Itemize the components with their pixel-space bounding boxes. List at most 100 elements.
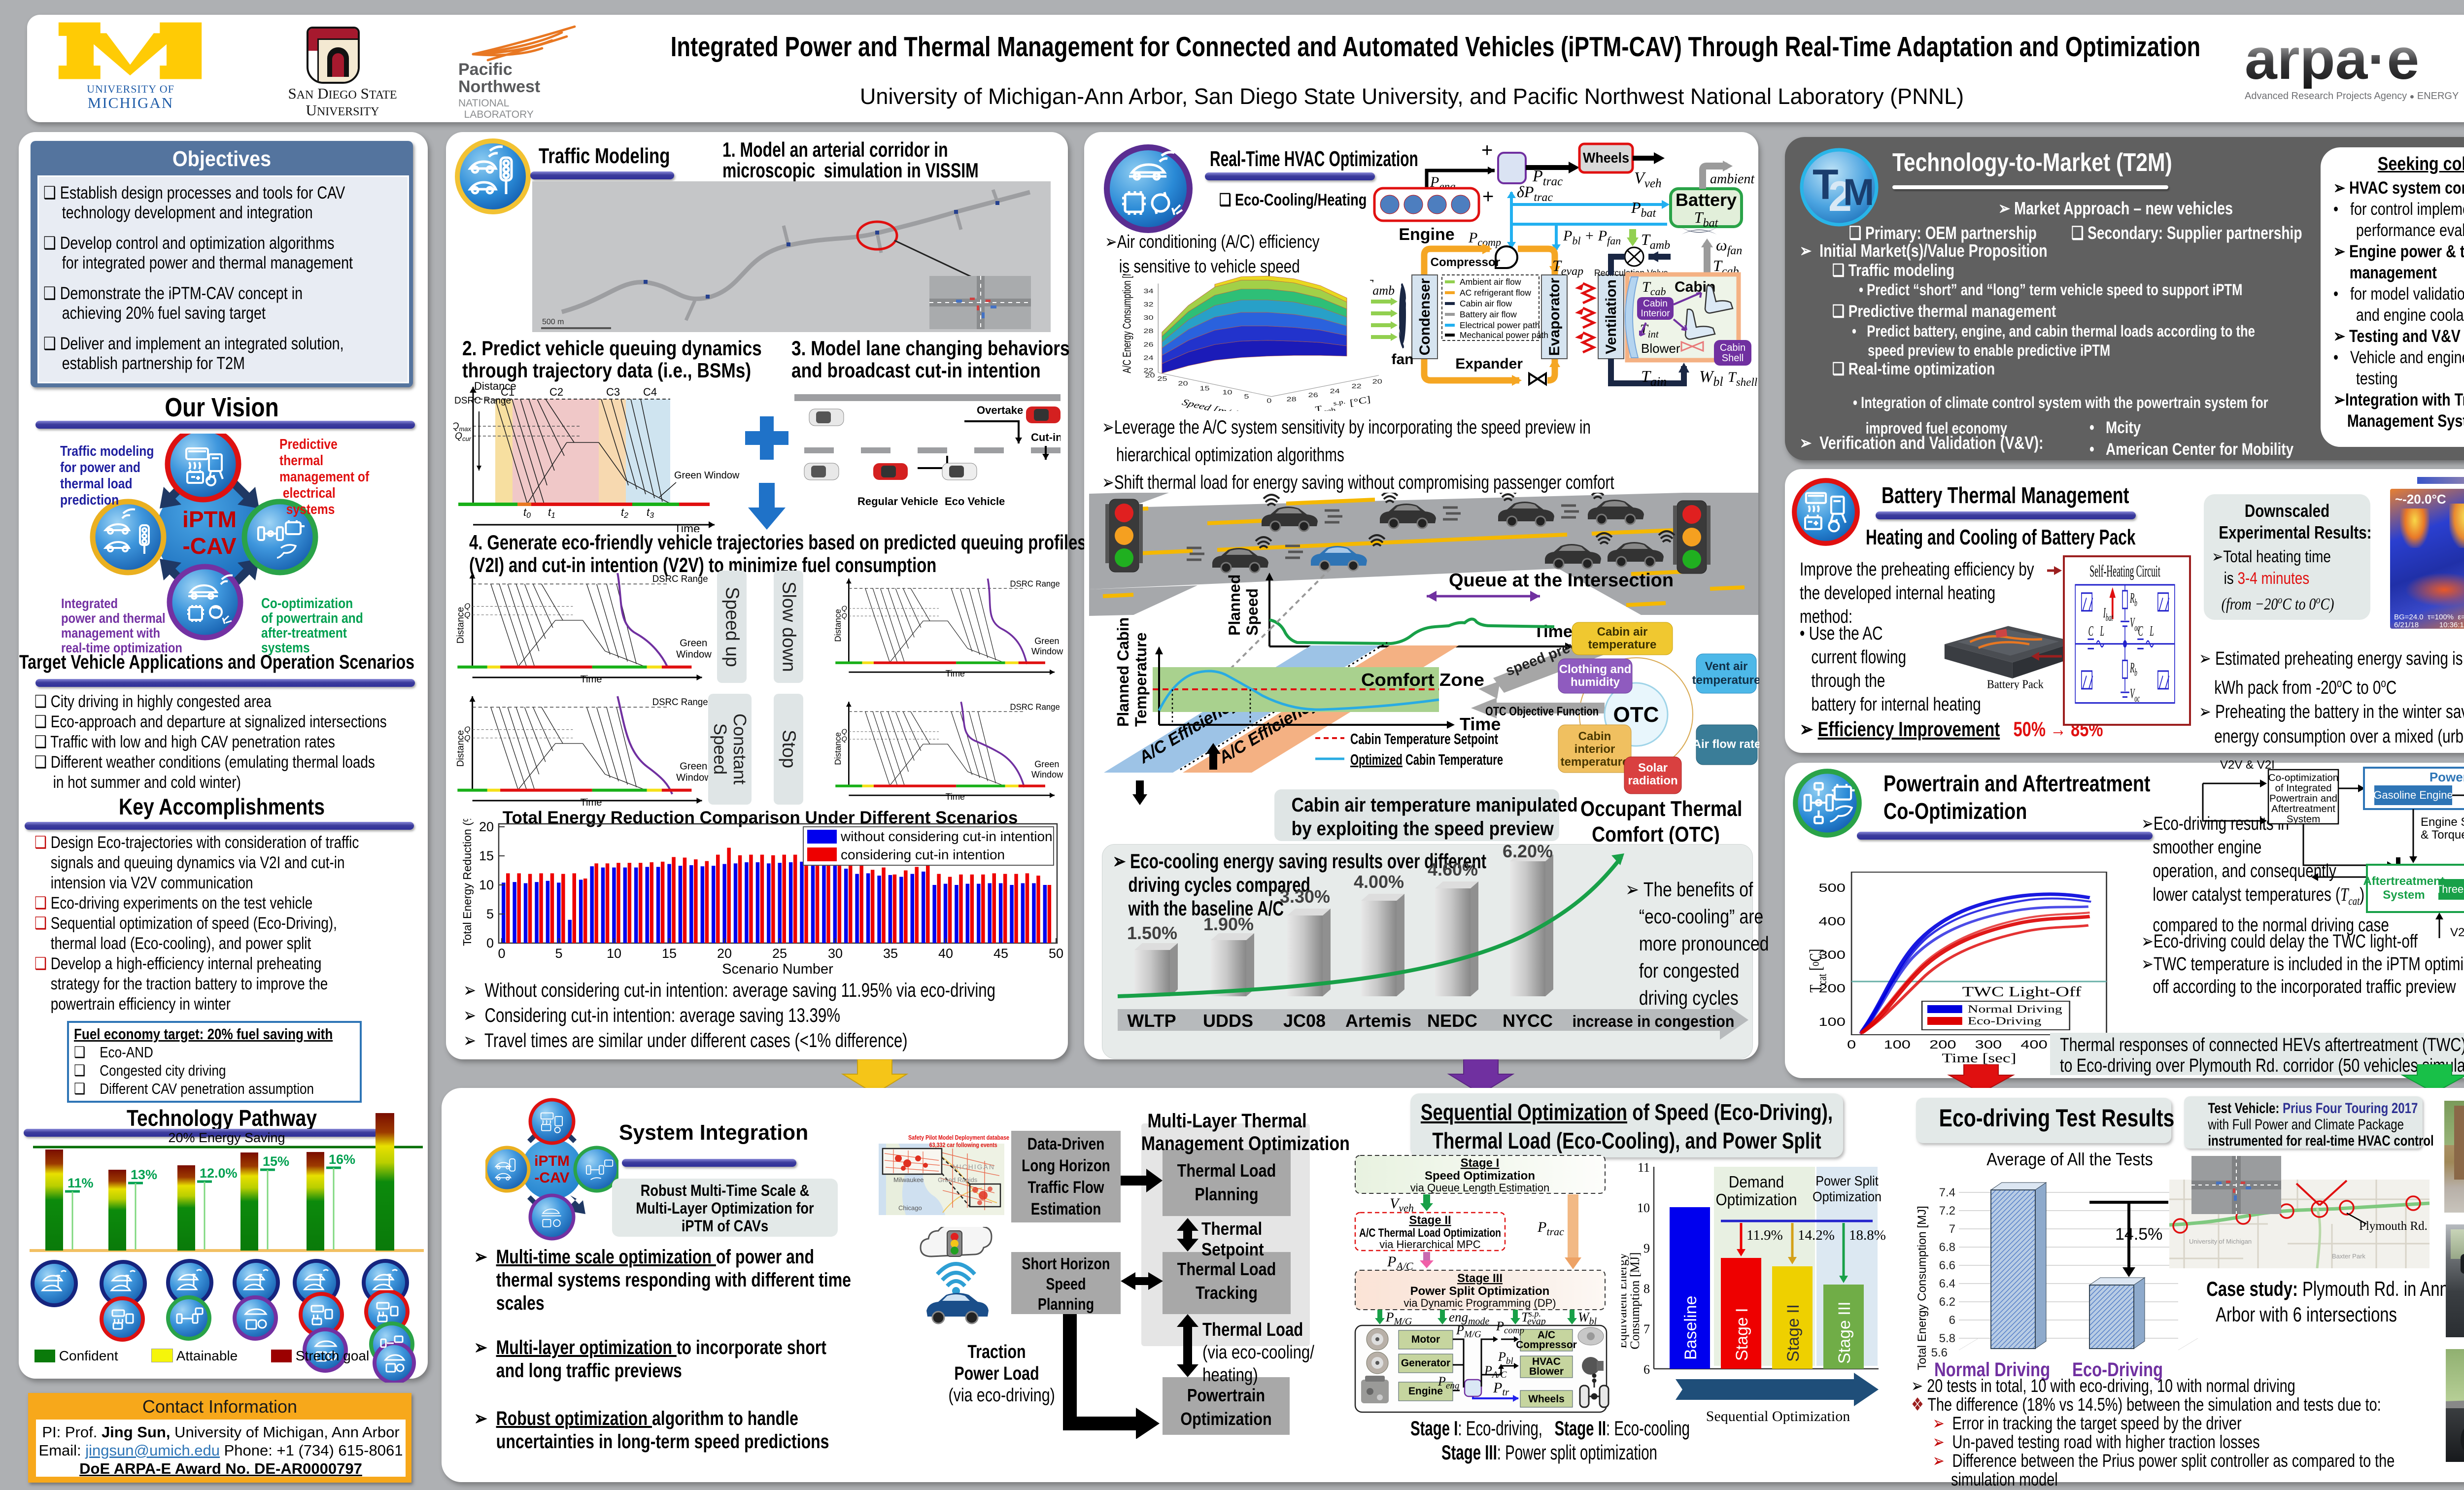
svg-text:Ptrac: Ptrac [1532, 167, 1563, 188]
svg-text:5: 5 [486, 907, 494, 921]
svg-text:22: 22 [1352, 383, 1362, 390]
svg-text:HVAC: HVAC [1532, 1356, 1561, 1367]
svg-text:6: 6 [1643, 1362, 1650, 1377]
svg-text:35: 35 [883, 946, 898, 961]
svg-text:Vveh: Vveh [1634, 169, 1661, 190]
svg-text:C: C [2138, 623, 2143, 639]
svg-text:DSRC Range: DSRC Range [652, 697, 708, 708]
svg-text:0: 0 [1847, 1038, 1856, 1051]
svg-text:400: 400 [2020, 1038, 2047, 1051]
svg-text:Consumption [MJ]: Consumption [MJ] [1628, 1252, 1642, 1349]
svg-text:OTC: OTC [1613, 703, 1659, 727]
svg-text:Distance: Distance [455, 730, 466, 767]
svg-text:Wheels: Wheels [1528, 1393, 1565, 1405]
svg-text:Shell: Shell [1722, 353, 1744, 364]
svg-text:Aftertreatment: Aftertreatment [2363, 875, 2444, 888]
svg-text:7: 7 [1949, 1222, 1955, 1236]
svg-text:Queue at the Intersection: Queue at the Intersection [1449, 570, 1674, 591]
svg-text:14.2%: 14.2% [1798, 1227, 1835, 1243]
svg-text:Q: Q [841, 612, 847, 620]
svg-text:Powertrain and: Powertrain and [2269, 793, 2337, 804]
svg-text:7.4: 7.4 [1939, 1186, 1955, 1199]
svg-text:Grand Rapids: Grand Rapids [938, 1176, 978, 1184]
svg-text:t1: t1 [548, 506, 555, 520]
svg-text:V2V & V2I: V2V & V2I [2450, 926, 2464, 939]
svg-text:UDDS: UDDS [1203, 1011, 1253, 1031]
svg-text:t2: t2 [621, 506, 628, 520]
svg-text:+: + [1481, 139, 1493, 161]
svg-text:0: 0 [486, 936, 494, 950]
svg-text:1.90%: 1.90% [1203, 914, 1254, 934]
svg-text:C1: C1 [501, 386, 514, 398]
svg-text:Tcabs.p. [°C]: Tcabs.p. [°C] [1313, 393, 1373, 411]
svg-text:OTC Objective Function: OTC Objective Function [1485, 705, 1599, 718]
svg-text:L: L [2100, 623, 2104, 639]
svg-text:18.8%: 18.8% [1849, 1227, 1886, 1243]
svg-text:Generator: Generator [1401, 1357, 1450, 1369]
svg-text:10: 10 [607, 946, 621, 961]
svg-text:26: 26 [1143, 341, 1153, 348]
svg-text:Distance: Distance [474, 382, 516, 392]
svg-text:DSRC Range: DSRC Range [1010, 579, 1060, 589]
svg-text:22: 22 [1143, 367, 1153, 374]
svg-text:Cabin: Cabin [1720, 342, 1745, 353]
svg-text:Setpoint: Setpoint [1201, 1240, 1264, 1259]
svg-text:Chicago: Chicago [898, 1204, 922, 1212]
svg-text:Baxter Park: Baxter Park [2332, 1253, 2365, 1260]
svg-text:C: C [2088, 623, 2094, 639]
svg-text:System: System [2383, 888, 2425, 902]
svg-text:0: 0 [498, 946, 505, 961]
svg-text:0: 0 [1266, 398, 1271, 405]
svg-text:Normal Driving: Normal Driving [1968, 1003, 2062, 1015]
svg-text:14.5%: 14.5% [2115, 1225, 2162, 1244]
svg-text:iPTM: iPTM [182, 507, 237, 532]
svg-text:Optimization: Optimization [1813, 1189, 1882, 1205]
svg-text:Pbat: Pbat [1631, 199, 1657, 220]
svg-text:Condenser: Condenser [1417, 278, 1433, 355]
svg-text:Thermal: Thermal [1201, 1219, 1262, 1239]
svg-text:30: 30 [828, 946, 843, 961]
svg-text:C2: C2 [549, 386, 563, 398]
svg-text:MICHIGAN: MICHIGAN [953, 1163, 995, 1171]
svg-text:without considering cut-in int: without considering cut-in intention [840, 829, 1053, 844]
svg-text:Artemis: Artemis [1345, 1011, 1411, 1031]
svg-text:engmode: engmode [1449, 1310, 1489, 1327]
svg-text:Clothing and: Clothing and [1559, 663, 1632, 676]
svg-text:5.6: 5.6 [1931, 1346, 1948, 1359]
svg-text:Plymouth Rd.: Plymouth Rd. [2359, 1219, 2428, 1233]
svg-text:Time: Time [1460, 714, 1501, 734]
svg-text:50: 50 [1049, 946, 1063, 961]
svg-text:t0: t0 [523, 506, 531, 520]
svg-text:Scenario Number: Scenario Number [722, 961, 833, 977]
svg-text:Pbl + Pfan: Pbl + Pfan [1563, 228, 1621, 247]
svg-text:34: 34 [1143, 288, 1153, 295]
svg-text:& Torque: & Torque [2421, 828, 2464, 842]
svg-text:25: 25 [1157, 375, 1167, 382]
svg-text:25: 25 [772, 946, 787, 961]
svg-text:A/C Thermal Load Optimization: A/C Thermal Load Optimization [1359, 1226, 1501, 1240]
svg-text:Stage I: Stage I [1733, 1308, 1751, 1361]
svg-text:6: 6 [1949, 1314, 1955, 1327]
svg-text:Distance: Distance [833, 609, 843, 642]
svg-text:Gasoline Engine: Gasoline Engine [2373, 789, 2453, 801]
svg-text:200: 200 [1929, 1038, 1956, 1051]
svg-text:fan: fan [1392, 351, 1414, 368]
svg-text:NYCC: NYCC [1503, 1011, 1553, 1031]
svg-text:Green: Green [680, 638, 707, 648]
svg-text:Stage I: Stage I [1461, 1156, 1500, 1170]
svg-text:Q: Q [841, 605, 847, 612]
svg-text:7: 7 [1643, 1322, 1650, 1336]
svg-text:300: 300 [1818, 948, 1845, 962]
svg-text:Stage II: Stage II [1409, 1214, 1451, 1227]
svg-text:24: 24 [1143, 355, 1153, 362]
svg-text:30: 30 [1143, 314, 1153, 321]
svg-text:ambient: ambient [1710, 171, 1755, 187]
svg-text:Cabin air flow: Cabin air flow [1460, 299, 1512, 308]
svg-text:Equivalent Energy: Equivalent Energy [1621, 1253, 1629, 1349]
svg-text:Tcat [oC]: Tcat [oC] [1806, 949, 1829, 993]
svg-text:Green: Green [1034, 636, 1059, 646]
svg-text:Wheels: Wheels [1583, 150, 1629, 166]
svg-text:Engine: Engine [1399, 225, 1454, 244]
svg-text:Regular Vehicle: Regular Vehicle [857, 495, 938, 508]
svg-text:300: 300 [1975, 1038, 2002, 1051]
